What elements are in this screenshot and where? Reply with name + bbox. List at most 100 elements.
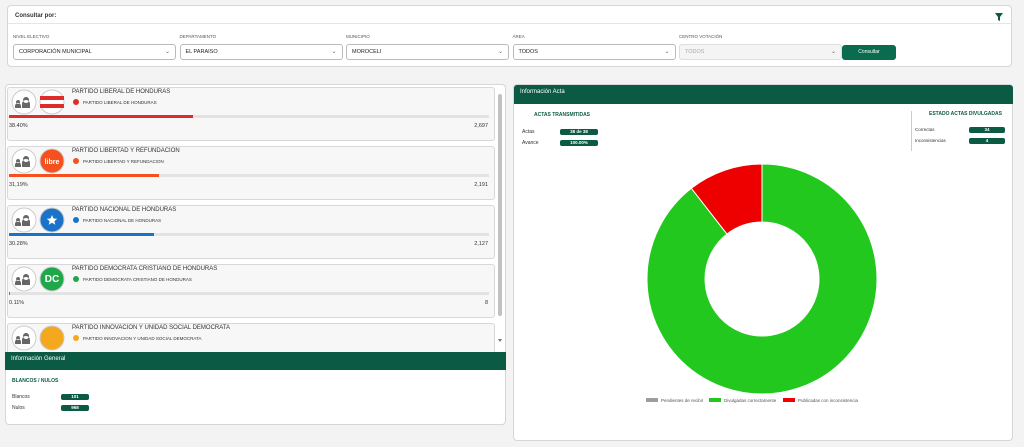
logo-text: DC bbox=[45, 274, 59, 285]
select[interactable]: CORPORACIÓN MUNICIPAL ⌄ bbox=[13, 44, 176, 60]
votes: 2,127 bbox=[474, 241, 488, 247]
progress-track bbox=[9, 233, 489, 236]
percent: 38.40% bbox=[9, 123, 28, 129]
chevron: ⌄ bbox=[830, 49, 836, 55]
people-icon bbox=[15, 97, 30, 108]
legend-swatch bbox=[646, 398, 658, 402]
votes: 2,191 bbox=[474, 182, 488, 188]
party-logo bbox=[39, 325, 65, 351]
chevron: ⌄ bbox=[664, 49, 670, 55]
party-logo bbox=[39, 266, 65, 292]
party-name: PARTIDO LIBERTAD Y REFUNDACION bbox=[72, 148, 180, 154]
filter-panel: Consultar por: Consultar NIVEL ELECTIVO C… bbox=[7, 5, 1013, 67]
scroll-down[interactable] bbox=[497, 338, 503, 343]
logo-stripe bbox=[40, 96, 64, 100]
acta-header: Información Acta bbox=[514, 85, 1013, 104]
party-name: PARTIDO LIBERAL DE HONDURAS bbox=[72, 89, 171, 95]
party-subname: PARTIDO INNOVACION Y UNIDAD SOCIAL DEMOC… bbox=[83, 336, 202, 341]
divider bbox=[8, 23, 1013, 24]
party-card: libre PARTIDO LIBERTAD Y REFUNDACION PARTI… bbox=[7, 146, 495, 200]
party-name: PARTIDO NACIONAL DE HONDURAS bbox=[72, 207, 177, 213]
progress-track bbox=[9, 292, 489, 295]
party-icons: DC bbox=[11, 266, 65, 292]
progress-bar bbox=[9, 233, 155, 236]
select-value: TODOS bbox=[518, 49, 538, 55]
party-icons bbox=[11, 89, 65, 115]
party-icons: libre bbox=[11, 148, 65, 174]
legend-label: Publicadas con inconsistencia bbox=[798, 398, 859, 403]
field-label: ÁREA bbox=[512, 34, 525, 39]
select[interactable]: TODOS ⌄ bbox=[512, 44, 676, 60]
legend-swatch bbox=[709, 398, 721, 402]
field-label: CENTRO VOTACIÓN bbox=[679, 34, 723, 39]
percent: 30.28% bbox=[9, 241, 28, 247]
party-logo bbox=[39, 89, 65, 115]
estado-value: 34 bbox=[969, 127, 1005, 133]
general-header: Información General bbox=[5, 352, 506, 370]
avatar bbox=[11, 207, 37, 233]
party-dot bbox=[73, 99, 79, 105]
field-label: DEPARTAMENTO bbox=[179, 34, 217, 39]
party-list: PARTIDO LIBERAL DE HONDURAS PARTIDO LIBER… bbox=[5, 84, 506, 352]
general-value: 101 bbox=[61, 394, 89, 400]
field-label: NIVEL ELECTIVO bbox=[13, 34, 50, 39]
party-subname: PARTIDO NACIONAL DE HONDURAS bbox=[83, 218, 162, 223]
party-icons bbox=[11, 207, 65, 233]
party-dot bbox=[73, 276, 79, 282]
general-subtitle: BLANCOS / NULOS bbox=[12, 378, 59, 384]
party-icons bbox=[11, 325, 65, 351]
estado-value: 4 bbox=[969, 138, 1005, 144]
avatar bbox=[11, 266, 37, 292]
party-logo bbox=[39, 148, 65, 174]
votes: 8 bbox=[484, 300, 488, 306]
people-icon bbox=[15, 333, 30, 344]
logo-star bbox=[46, 215, 58, 225]
legend-label: Divulgadas correctamente bbox=[724, 398, 777, 403]
progress-bar bbox=[9, 292, 10, 295]
filter-title: Consultar por: bbox=[15, 13, 57, 19]
estado-label: Inconsistencias bbox=[915, 138, 946, 143]
select[interactable]: MOROCELI ⌄ bbox=[346, 44, 509, 60]
consultar-button[interactable]: Consultar bbox=[842, 45, 896, 60]
percent: 31,19% bbox=[9, 182, 28, 188]
avatar bbox=[11, 148, 37, 174]
progress-bar bbox=[9, 174, 159, 177]
party-name: PARTIDO INNOVACION Y UNIDAD SOCIAL DEMOC… bbox=[72, 325, 231, 331]
party-dot bbox=[73, 158, 79, 164]
transmitidas-title: ACTAS TRANSMITIDAS bbox=[534, 112, 591, 118]
select-value: EL PARAISO bbox=[185, 49, 218, 55]
select[interactable]: TODOS ⌄ bbox=[679, 44, 842, 60]
party-card: PARTIDO INNOVACION Y UNIDAD SOCIAL DEMOC… bbox=[7, 323, 495, 352]
party-dot bbox=[73, 335, 79, 341]
scrollbar[interactable] bbox=[498, 94, 502, 316]
chevron: ⌄ bbox=[331, 49, 337, 55]
avatar bbox=[11, 89, 37, 115]
progress-bar bbox=[9, 115, 194, 118]
percent: 0.11% bbox=[9, 300, 25, 306]
select[interactable]: EL PARAISO ⌄ bbox=[179, 44, 343, 60]
acta-label: Avance bbox=[522, 140, 539, 146]
logo-stripe bbox=[40, 104, 64, 108]
people-icon bbox=[15, 156, 30, 167]
select-value: TODOS bbox=[685, 49, 705, 55]
chevron: ⌄ bbox=[164, 49, 170, 55]
acta-panel: Información Acta ACTAS TRANSMITIDAS ESTA… bbox=[513, 84, 1013, 441]
logo-text: libre bbox=[45, 159, 60, 166]
filter-icon[interactable] bbox=[995, 13, 1003, 21]
select-value: CORPORACIÓN MUNICIPAL bbox=[19, 49, 92, 55]
divider bbox=[911, 111, 912, 151]
people-icon bbox=[15, 215, 30, 226]
party-card: DC PARTIDO DEMOCRATA CRISTIANO DE HONDURA… bbox=[7, 264, 495, 318]
people-icon bbox=[15, 274, 30, 285]
progress-track bbox=[9, 115, 489, 118]
general-label: Nulos bbox=[12, 405, 25, 411]
party-subname: PARTIDO LIBERTAD Y REFUNDACION bbox=[83, 159, 164, 164]
party-subname: PARTIDO DEMOCRATA CRISTIANO DE HONDURAS bbox=[83, 277, 192, 282]
chevron: ⌄ bbox=[497, 49, 503, 55]
party-card: PARTIDO NACIONAL DE HONDURAS PARTIDO NACI… bbox=[7, 205, 495, 259]
general-label: Blancos bbox=[12, 394, 30, 400]
avatar bbox=[11, 325, 37, 351]
party-dot bbox=[73, 217, 79, 223]
acta-value: 100.00% bbox=[560, 140, 598, 146]
